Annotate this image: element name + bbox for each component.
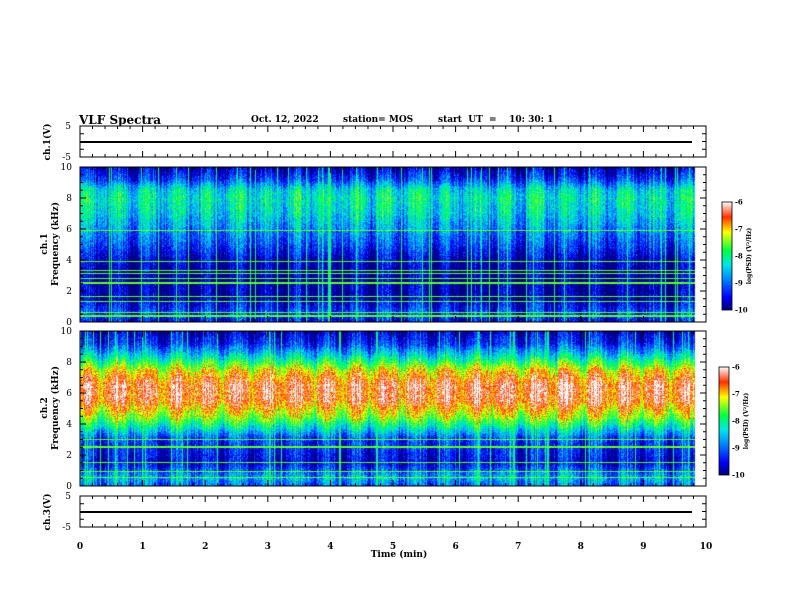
ch1-waveform-ylabel: ch.1(V)	[42, 124, 53, 161]
colorbar-tick-label: -10	[732, 471, 745, 480]
freq-tick-label: 2	[66, 451, 72, 461]
time-tick-label: 9	[640, 542, 646, 552]
ch1-spectrogram-ylabel-channel: ch.1	[40, 233, 50, 254]
colorbar-tick-label: -9	[732, 444, 740, 453]
freq-tick-label: 4	[66, 256, 72, 266]
freq-tick-label: 10	[61, 327, 73, 337]
ch2-spectrogram-ylabel-freq: Frequency (kHz)	[50, 366, 61, 450]
date-label: Oct. 12, 2022	[251, 115, 319, 125]
freq-tick-label: 2	[66, 287, 72, 297]
ch1-spectrogram-ylabel-freq: Frequency (kHz)	[50, 202, 61, 286]
time-tick-label: 5	[390, 542, 396, 552]
freq-tick-label: 0	[66, 318, 72, 328]
ch3-waveform-ylabel: ch.3(V)	[42, 494, 53, 531]
colorbar-tick-label: -9	[735, 279, 743, 288]
time-tick-label: 4	[327, 542, 333, 552]
freq-tick-label: 6	[66, 389, 72, 399]
ch1-spectrogram-image	[80, 167, 706, 322]
freq-tick-label: 8	[66, 358, 72, 368]
time-tick-label: 1	[139, 542, 145, 552]
freq-tick-label: 4	[66, 420, 72, 430]
ch1-colorbar: -6 -7 -8 -9 -10 log(PSD) (V²/Hz)	[721, 198, 753, 315]
figure-title: VLF Spectra	[79, 113, 162, 127]
ch2-colorbar-label: log(PSD) (V²/Hz)	[743, 393, 750, 450]
time-tick-label: 7	[515, 542, 521, 552]
colorbar-tick-label: -8	[735, 252, 743, 261]
ch3-ytick-bottom: -5	[62, 523, 71, 533]
time-tick-label: 2	[202, 542, 208, 552]
freq-tick-label: 0	[66, 482, 72, 492]
ch2-spectrogram-image	[80, 331, 706, 486]
freq-tick-label: 10	[61, 163, 73, 173]
ch2-colorbar: -6 -7 -8 -9 -10 log(PSD) (V²/Hz)	[718, 363, 750, 480]
colorbar-tick-label: -10	[735, 306, 748, 315]
ch1-ytick-bottom: -5	[62, 153, 71, 163]
colorbar-tick-label: -7	[735, 225, 743, 234]
start-ut-label: start UT = 10: 30: 1	[438, 115, 554, 125]
colorbar-tick-label: -6	[732, 363, 740, 372]
ch3-ytick-top: 5	[65, 492, 71, 502]
ch2-spectrogram-ylabel-channel: ch.2	[40, 397, 50, 418]
colorbar-tick-label: -6	[735, 198, 743, 207]
time-tick-label: 3	[265, 542, 271, 552]
time-tick-label: 6	[452, 542, 458, 552]
ch1-colorbar-label: log(PSD) (V²/Hz)	[746, 228, 753, 285]
time-tick-label: 0	[77, 542, 83, 552]
ch1-ytick-top: 5	[65, 122, 71, 132]
time-tick-label: 10	[700, 542, 713, 552]
freq-tick-label: 6	[66, 225, 72, 235]
time-tick-label: 8	[578, 542, 584, 552]
colorbar-tick-label: -8	[732, 417, 740, 426]
x-axis-title: Time (min)	[371, 549, 428, 560]
station-label: station= MOS	[343, 115, 414, 125]
colorbar-tick-label: -7	[732, 390, 740, 399]
freq-tick-label: 8	[66, 194, 72, 204]
